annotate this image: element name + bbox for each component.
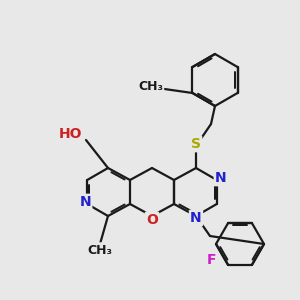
Text: N: N — [215, 171, 226, 185]
Text: N: N — [80, 195, 91, 209]
Text: S: S — [191, 137, 201, 151]
Text: CH₃: CH₃ — [88, 244, 112, 256]
Text: F: F — [207, 253, 217, 267]
Text: CH₃: CH₃ — [138, 80, 163, 94]
Text: HO: HO — [58, 127, 82, 141]
Text: N: N — [190, 211, 202, 225]
Text: O: O — [146, 213, 158, 227]
